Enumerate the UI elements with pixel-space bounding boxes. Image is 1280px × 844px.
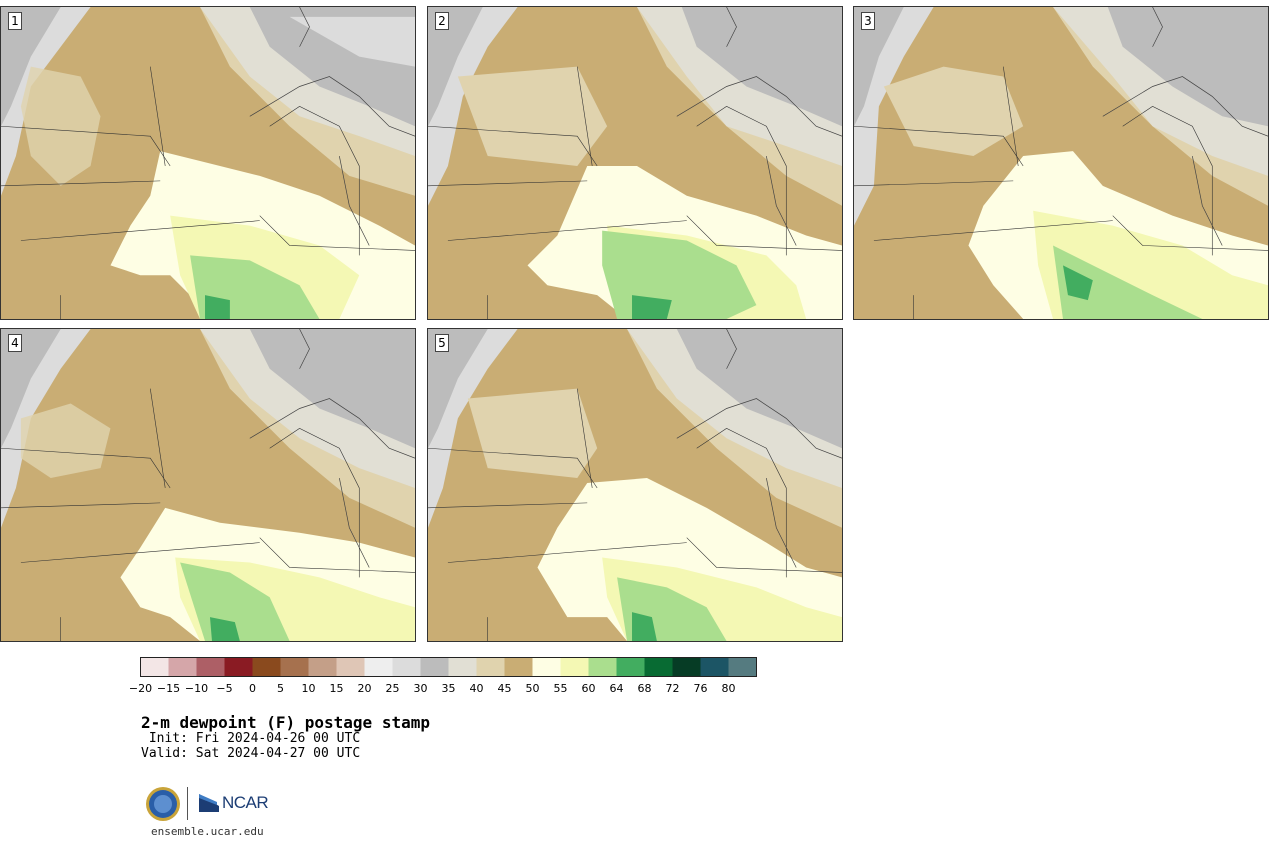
colorbar-swatch bbox=[588, 657, 617, 677]
colorbar-tick-label: −10 bbox=[184, 682, 209, 695]
colorbar-tick-label: 80 bbox=[721, 682, 736, 695]
colorbar-tick-label: 20 bbox=[357, 682, 372, 695]
colorbar-tick-label: 76 bbox=[693, 682, 708, 695]
colorbar-swatch bbox=[700, 657, 729, 677]
panel-number-label: 1 bbox=[8, 12, 22, 30]
colorbar-tick-label: 60 bbox=[581, 682, 596, 695]
colorbar-swatch bbox=[728, 657, 757, 677]
ensemble-member-panel-3: 3 bbox=[853, 6, 1269, 320]
colorbar-tick-label: 72 bbox=[665, 682, 680, 695]
colorbar-swatch bbox=[476, 657, 505, 677]
colorbar-tick-label: −5 bbox=[216, 682, 233, 695]
ensemble-member-panel-1: 1 bbox=[0, 6, 416, 320]
dewpoint-map-5 bbox=[428, 329, 842, 641]
colorbar-swatch bbox=[168, 657, 197, 677]
colorbar-tick-labels: −20 −15 −10 −5 0 5 10 15 20 25 30 35 40 45 50 55 60 64 68 7… bbox=[129, 682, 760, 696]
ensemble-member-panel-5: 5 bbox=[427, 328, 843, 642]
colorbar-tick-label: 5 bbox=[277, 682, 284, 695]
colorbar-swatch bbox=[280, 657, 309, 677]
colorbar-swatch bbox=[224, 657, 253, 677]
dewpoint-map-4 bbox=[1, 329, 415, 641]
dewpoint-colorbar bbox=[140, 657, 757, 677]
colorbar-tick-label: 15 bbox=[329, 682, 344, 695]
panel-number-label: 4 bbox=[8, 334, 22, 352]
colorbar-swatch bbox=[504, 657, 533, 677]
colorbar-tick-label: 25 bbox=[385, 682, 400, 695]
valid-time: Valid: Sat 2024-04-27 00 UTC bbox=[141, 746, 361, 761]
website-label: ensemble.ucar.edu bbox=[151, 825, 264, 838]
colorbar-tick-label: 50 bbox=[525, 682, 540, 695]
ensemble-member-panel-2: 2 bbox=[427, 6, 843, 320]
colorbar-swatch bbox=[364, 657, 393, 677]
dewpoint-map-2 bbox=[428, 7, 842, 319]
colorbar-swatch bbox=[308, 657, 337, 677]
colorbar-swatch bbox=[392, 657, 421, 677]
logo-divider bbox=[187, 787, 188, 820]
colorbar-tick-label: 35 bbox=[441, 682, 456, 695]
colorbar-swatch bbox=[336, 657, 365, 677]
colorbar-tick-label: 10 bbox=[301, 682, 316, 695]
colorbar-tick-label: −15 bbox=[156, 682, 181, 695]
colorbar-swatch bbox=[672, 657, 701, 677]
colorbar-swatch bbox=[196, 657, 225, 677]
panel-number-label: 5 bbox=[435, 334, 449, 352]
panel-number-label: 2 bbox=[435, 12, 449, 30]
colorbar-tick-label: 0 bbox=[249, 682, 256, 695]
colorbar-tick-label: 55 bbox=[553, 682, 568, 695]
colorbar-swatch bbox=[448, 657, 477, 677]
colorbar-swatch bbox=[252, 657, 281, 677]
colorbar-tick-label: −20 bbox=[128, 682, 153, 695]
colorbar-border bbox=[140, 657, 757, 677]
colorbar-swatch bbox=[140, 657, 169, 677]
colorbar-swatch bbox=[616, 657, 645, 677]
colorbar-tick-label: 40 bbox=[469, 682, 484, 695]
colorbar-swatch bbox=[644, 657, 673, 677]
ncar-logo-text: NCAR bbox=[222, 793, 269, 812]
nsf-logo-icon bbox=[146, 787, 180, 821]
dewpoint-map-1 bbox=[1, 7, 415, 319]
colorbar-swatch bbox=[532, 657, 561, 677]
panel-number-label: 3 bbox=[861, 12, 875, 30]
init-time: Init: Fri 2024-04-26 00 UTC bbox=[141, 731, 361, 746]
colorbar-swatch bbox=[560, 657, 589, 677]
colorbar-swatch bbox=[420, 657, 449, 677]
colorbar-tick-label: 45 bbox=[497, 682, 512, 695]
colorbar-tick-label: 68 bbox=[637, 682, 652, 695]
colorbar-tick-label: 64 bbox=[609, 682, 624, 695]
chart-title: 2-m dewpoint (F) postage stamp bbox=[141, 713, 430, 732]
ncar-logo-icon bbox=[199, 794, 219, 812]
colorbar-tick-label: 30 bbox=[413, 682, 428, 695]
dewpoint-map-3 bbox=[854, 7, 1268, 319]
ensemble-member-panel-4: 4 bbox=[0, 328, 416, 642]
